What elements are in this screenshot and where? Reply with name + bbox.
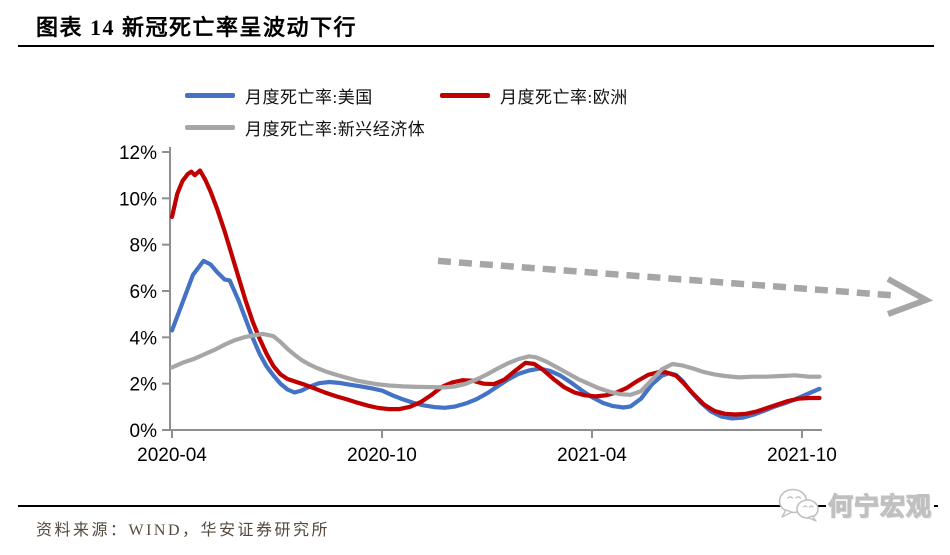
title-divider [18,45,934,47]
legend-item-us: 月度死亡率:美国 [185,84,373,107]
trend-arrow-head [886,276,934,317]
wechat-chat-bubbles-icon [778,488,819,522]
legend-label-us: 月度死亡率:美国 [245,87,373,107]
legend-swatch-us [185,92,235,98]
series-line-2 [169,331,822,397]
y-tick-label: 12% [119,143,157,164]
y-tick-label: 2% [130,375,158,396]
trend-arrow-shaft [437,257,897,299]
y-tick-label: 8% [130,236,158,257]
legend-item-emerging: 月度死亡率:新兴经济体 [185,116,426,139]
x-tick-label: 2021-04 [557,445,627,466]
y-tick-label: 4% [130,328,158,349]
watermark: 何宁宏观 [776,486,935,524]
x-tick-label: 2021-10 [767,445,837,466]
legend-label-europe: 月度死亡率:欧洲 [500,87,628,107]
legend-swatch-europe [440,92,490,98]
source-note: 资料来源：WIND，华安证券研究所 [36,522,331,539]
y-tick-label: 10% [119,189,157,210]
x-tick-label: 2020-04 [137,445,207,466]
footer-divider [18,505,938,507]
legend-label-emerging: 月度死亡率:新兴经济体 [245,119,426,139]
legend-item-europe: 月度死亡率:欧洲 [440,84,628,107]
line-chart: 0% 2% 4% 6% 8% 10% 12% 2020-04 2020-10 2021-04 202… [119,143,934,466]
y-tick-label: 6% [130,282,158,303]
x-tick-label: 2020-10 [347,445,417,466]
page-title: 图表 14 新冠死亡率呈波动下行 [36,15,358,40]
series-line-1 [169,168,822,417]
legend-swatch-emerging [185,124,235,130]
y-tick-label: 0% [130,421,158,442]
watermark-text: 何宁宏观 [826,487,935,523]
